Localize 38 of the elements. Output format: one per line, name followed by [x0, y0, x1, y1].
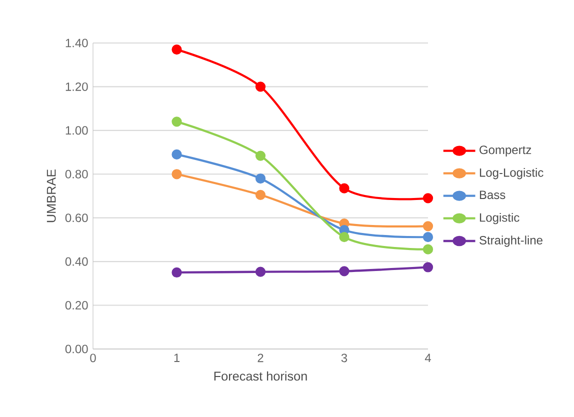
- y-tick-label: 0.80: [65, 170, 88, 178]
- point: [339, 232, 350, 242]
- x-tick-label: 1: [174, 354, 180, 362]
- point: [255, 82, 266, 92]
- y-tick-label: 1.40: [66, 38, 88, 48]
- legend-label: Straight-line: [480, 236, 542, 247]
- y-tick-label: 0.60: [65, 214, 88, 222]
- x-tick-label: 4: [424, 354, 431, 362]
- legend-label: Log-Logistic: [480, 168, 544, 180]
- point: [255, 150, 266, 161]
- x-tick-label: 3: [341, 354, 348, 362]
- point: [422, 244, 434, 254]
- legend-label: Bass: [480, 190, 506, 200]
- y-tick-label: 0.20: [65, 301, 88, 310]
- point: [422, 221, 434, 232]
- y-tick-label: 0.00: [65, 344, 88, 354]
- point: [422, 193, 434, 204]
- point: [422, 232, 434, 242]
- point: [172, 169, 182, 180]
- y-tick-label: 1.00: [66, 126, 88, 135]
- point: [339, 266, 350, 276]
- legend-label: Logistic: [480, 212, 520, 224]
- x-tick-label: 0: [90, 354, 96, 362]
- y-tick-label: 0.40: [65, 257, 88, 266]
- point: [339, 183, 350, 194]
- point: [255, 266, 266, 277]
- point: [255, 190, 266, 200]
- point: [172, 116, 182, 127]
- point: [172, 44, 182, 55]
- point: [422, 262, 434, 272]
- point: [255, 173, 266, 184]
- point: [172, 149, 182, 160]
- point: [172, 267, 182, 278]
- y-tick-label: 1.20: [66, 82, 88, 91]
- x-axis-title: Forecast horison: [214, 371, 307, 381]
- x-tick-label: 2: [258, 354, 264, 362]
- y-axis-title: UMBRAE: [46, 169, 56, 222]
- legend-label: Gompertz: [480, 146, 532, 156]
